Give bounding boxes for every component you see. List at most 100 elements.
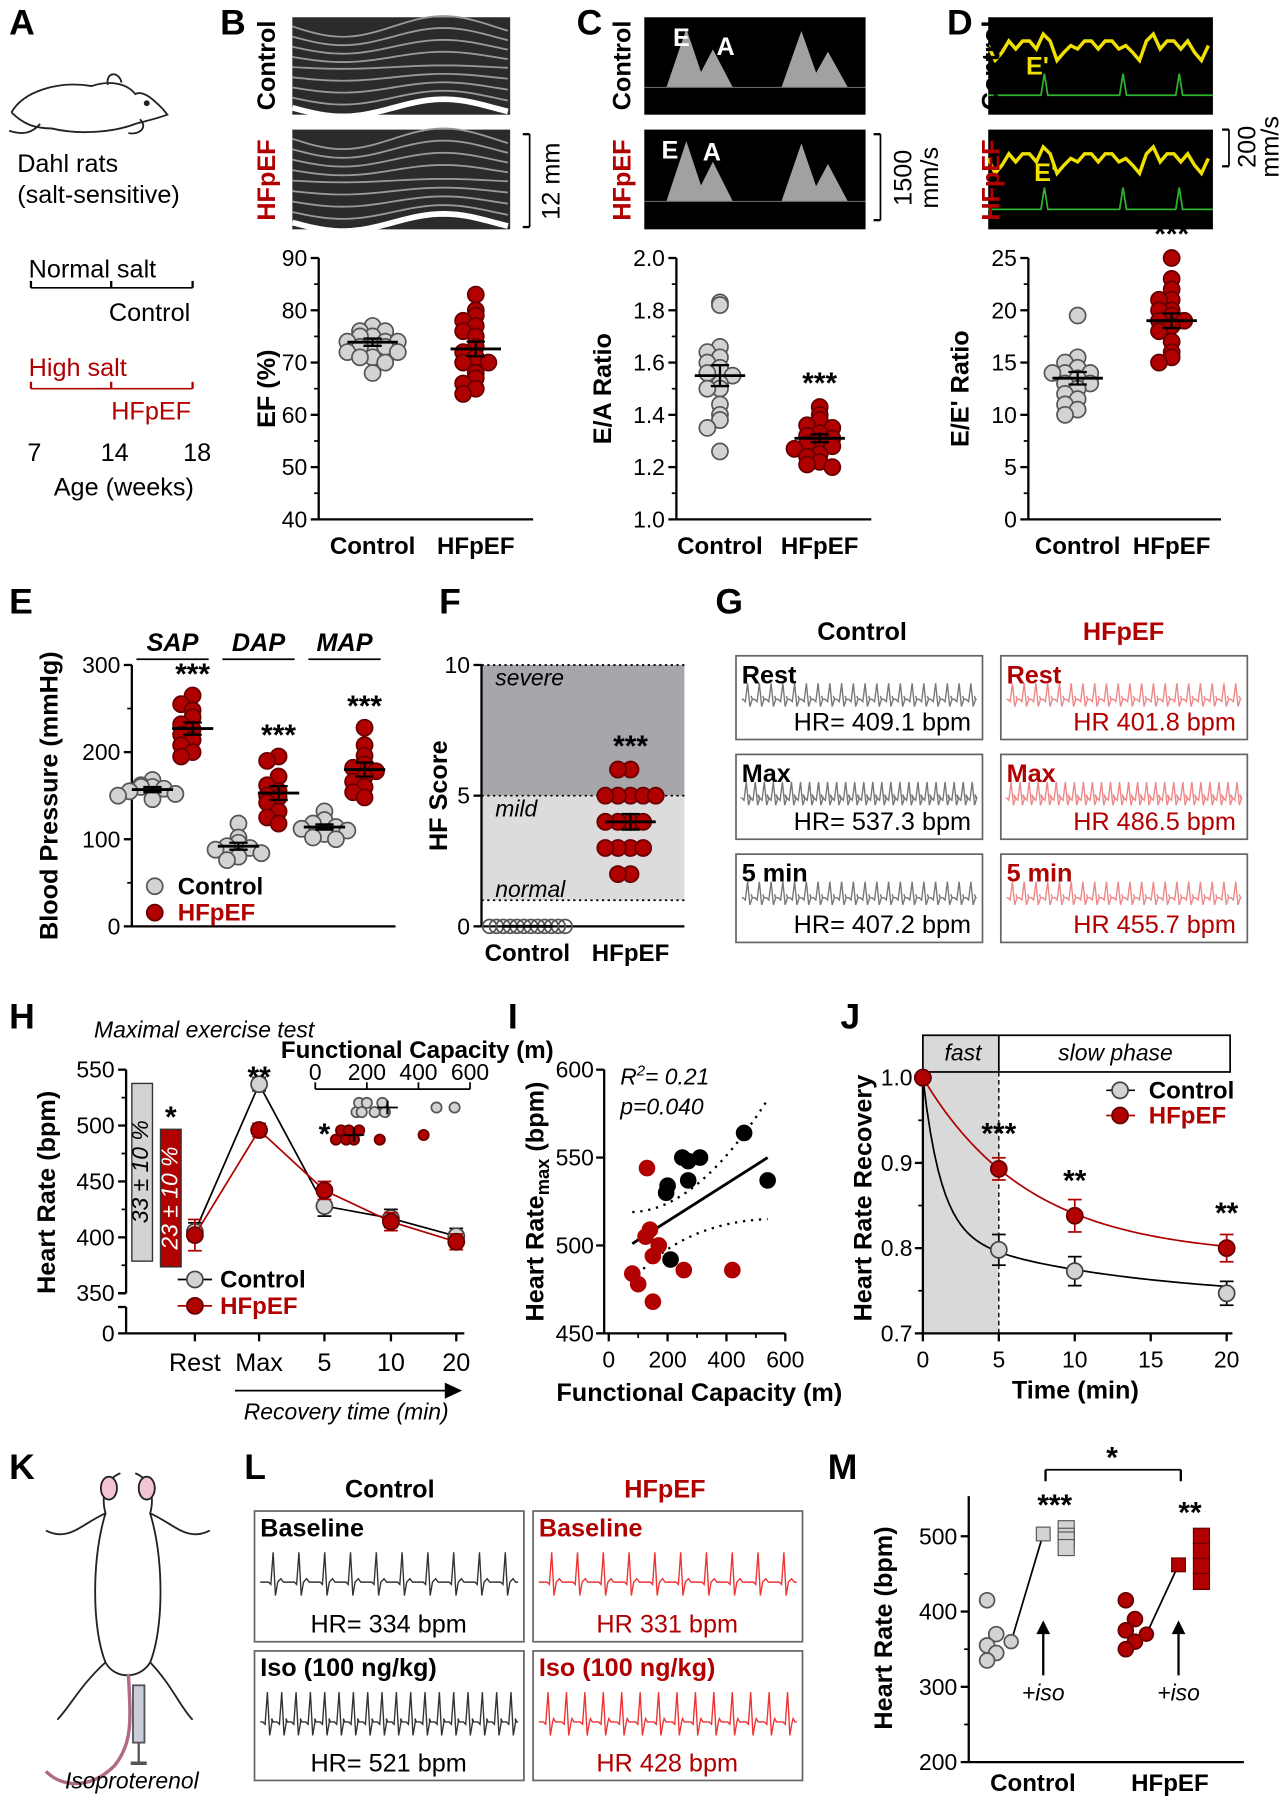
echo-band [292,177,508,184]
g-header-hfpef: HFpEF [1083,618,1164,646]
echo-b-control [291,15,511,120]
ecg-trace-hfpef [1006,881,1242,906]
ecg-condition-label: Baseline [539,1514,643,1542]
arrow-up-icon [1171,1620,1186,1635]
band-severe [481,664,685,796]
data-point [557,918,573,935]
x-axis-title: Time (min) [1012,1377,1139,1405]
panel-label-m: M [828,1447,858,1487]
r-squared-part: R [620,1064,637,1090]
peak-e-prime-label: E' [1026,53,1049,81]
data-point [650,1237,668,1254]
y-axis-title-part: (bpm) [521,1082,549,1159]
panel-label-d: D [947,2,973,42]
x-tick-label: 0 [602,1347,615,1373]
data-point [596,839,615,857]
row-label-control: Control [253,21,281,111]
doppler-spectrum [666,28,848,88]
rat-icon [8,73,169,135]
significance-stars: *** [261,719,296,752]
data-point [1065,1206,1084,1225]
significance-stars: * [1106,1441,1118,1474]
scale-value-d: 200 [1233,126,1261,168]
data-point [1150,353,1168,372]
panel-label-i: I [508,996,518,1036]
y-tick-label: 300 [919,1674,957,1700]
x-category-label: HFpEF [592,940,670,967]
heart-rate-readout: HR 331 bpm [596,1611,738,1639]
x-category-label: Control [330,533,416,560]
echo-band [292,89,509,106]
doppler-spectrum [666,141,848,202]
baseline-point [1117,1591,1135,1609]
arrow-head-icon [444,1382,463,1399]
ecg-box-control [735,654,984,741]
y-axis-title: EF (%) [253,349,281,427]
data-point [218,851,236,870]
fast-phase-shade [922,1035,999,1334]
inset-point [353,1124,366,1137]
baseline-mean-point [1003,1633,1019,1650]
data-point [641,1221,659,1238]
scale-unit-c: mm/s [916,147,944,209]
y-tick-label: 450 [76,1168,114,1194]
x-category-label: Rest [169,1349,221,1377]
ecg-condition-label: Iso (100 ng/kg) [539,1654,716,1682]
x-tick-label: 400 [707,1347,745,1373]
strain-sublabel: (salt-sensitive) [17,181,180,209]
y-tick-label: 400 [76,1224,114,1250]
x-category-label: 5 [317,1349,331,1377]
reserve-bar-control [131,1082,154,1262]
inset-point [368,1106,381,1119]
ecg-condition-label: 5 min [1007,860,1073,888]
phase-label-slow: slow phase [1058,1040,1173,1066]
chart-title: Maximal exercise test [94,1017,316,1043]
y-tick-label: 550 [76,1057,114,1083]
iso-point [1192,1527,1211,1545]
scale-unit-d: mm/s [1256,116,1284,178]
y-tick-label: 600 [556,1057,594,1083]
arrow-up-icon [1036,1620,1051,1635]
legend-label: HFpEF [220,1293,298,1320]
y-tick-label: 300 [82,652,120,678]
y-tick-label: 15 [991,350,1016,376]
data-point [698,419,717,437]
data-point [989,1159,1008,1178]
data-point [596,786,615,805]
heart-rate-readout: HR= 334 bpm [310,1611,466,1639]
significance-stars: *** [347,690,382,723]
y-tick-label: 1.6 [633,350,665,376]
y-tick-label: 1.4 [633,402,665,428]
data-point [798,455,816,474]
reserve-bar-hfpef [159,1128,182,1268]
data-point [454,353,473,372]
baseline-point [1117,1622,1135,1639]
inset-point [417,1128,430,1142]
data-point [609,760,627,779]
y-tick-label: 0 [457,913,470,939]
peak-a-label: A [717,33,735,61]
l-header-hfpef: HFpEF [624,1475,705,1503]
iso-point [1192,1542,1211,1560]
significance-stars: * [319,1118,331,1151]
row-label-hfpef: HFpEF [978,139,1006,220]
y-axis-title-part: max [532,1158,553,1195]
echo-band [292,164,509,177]
syringe-icon [132,1684,146,1744]
echo-band [292,195,509,208]
y-axis-title: HF Score [425,740,453,851]
data-point [1056,405,1074,424]
baseline-point [978,1652,996,1669]
group-label-dap: DAP [232,629,285,657]
inset-tick-label: 200 [348,1059,386,1085]
y-tick-label: 25 [991,245,1016,271]
inset-title: Functional Capacity (m) [281,1037,554,1064]
scale-value-c: 1500 [889,150,917,206]
rat-body-outline [45,1472,211,1721]
x-category-label: Control [485,940,571,967]
ecg-trace-control [740,781,978,806]
significance-stars: *** [1154,218,1189,251]
data-point [698,379,717,398]
legend-label: Control [220,1266,306,1293]
echo-band [292,15,509,38]
